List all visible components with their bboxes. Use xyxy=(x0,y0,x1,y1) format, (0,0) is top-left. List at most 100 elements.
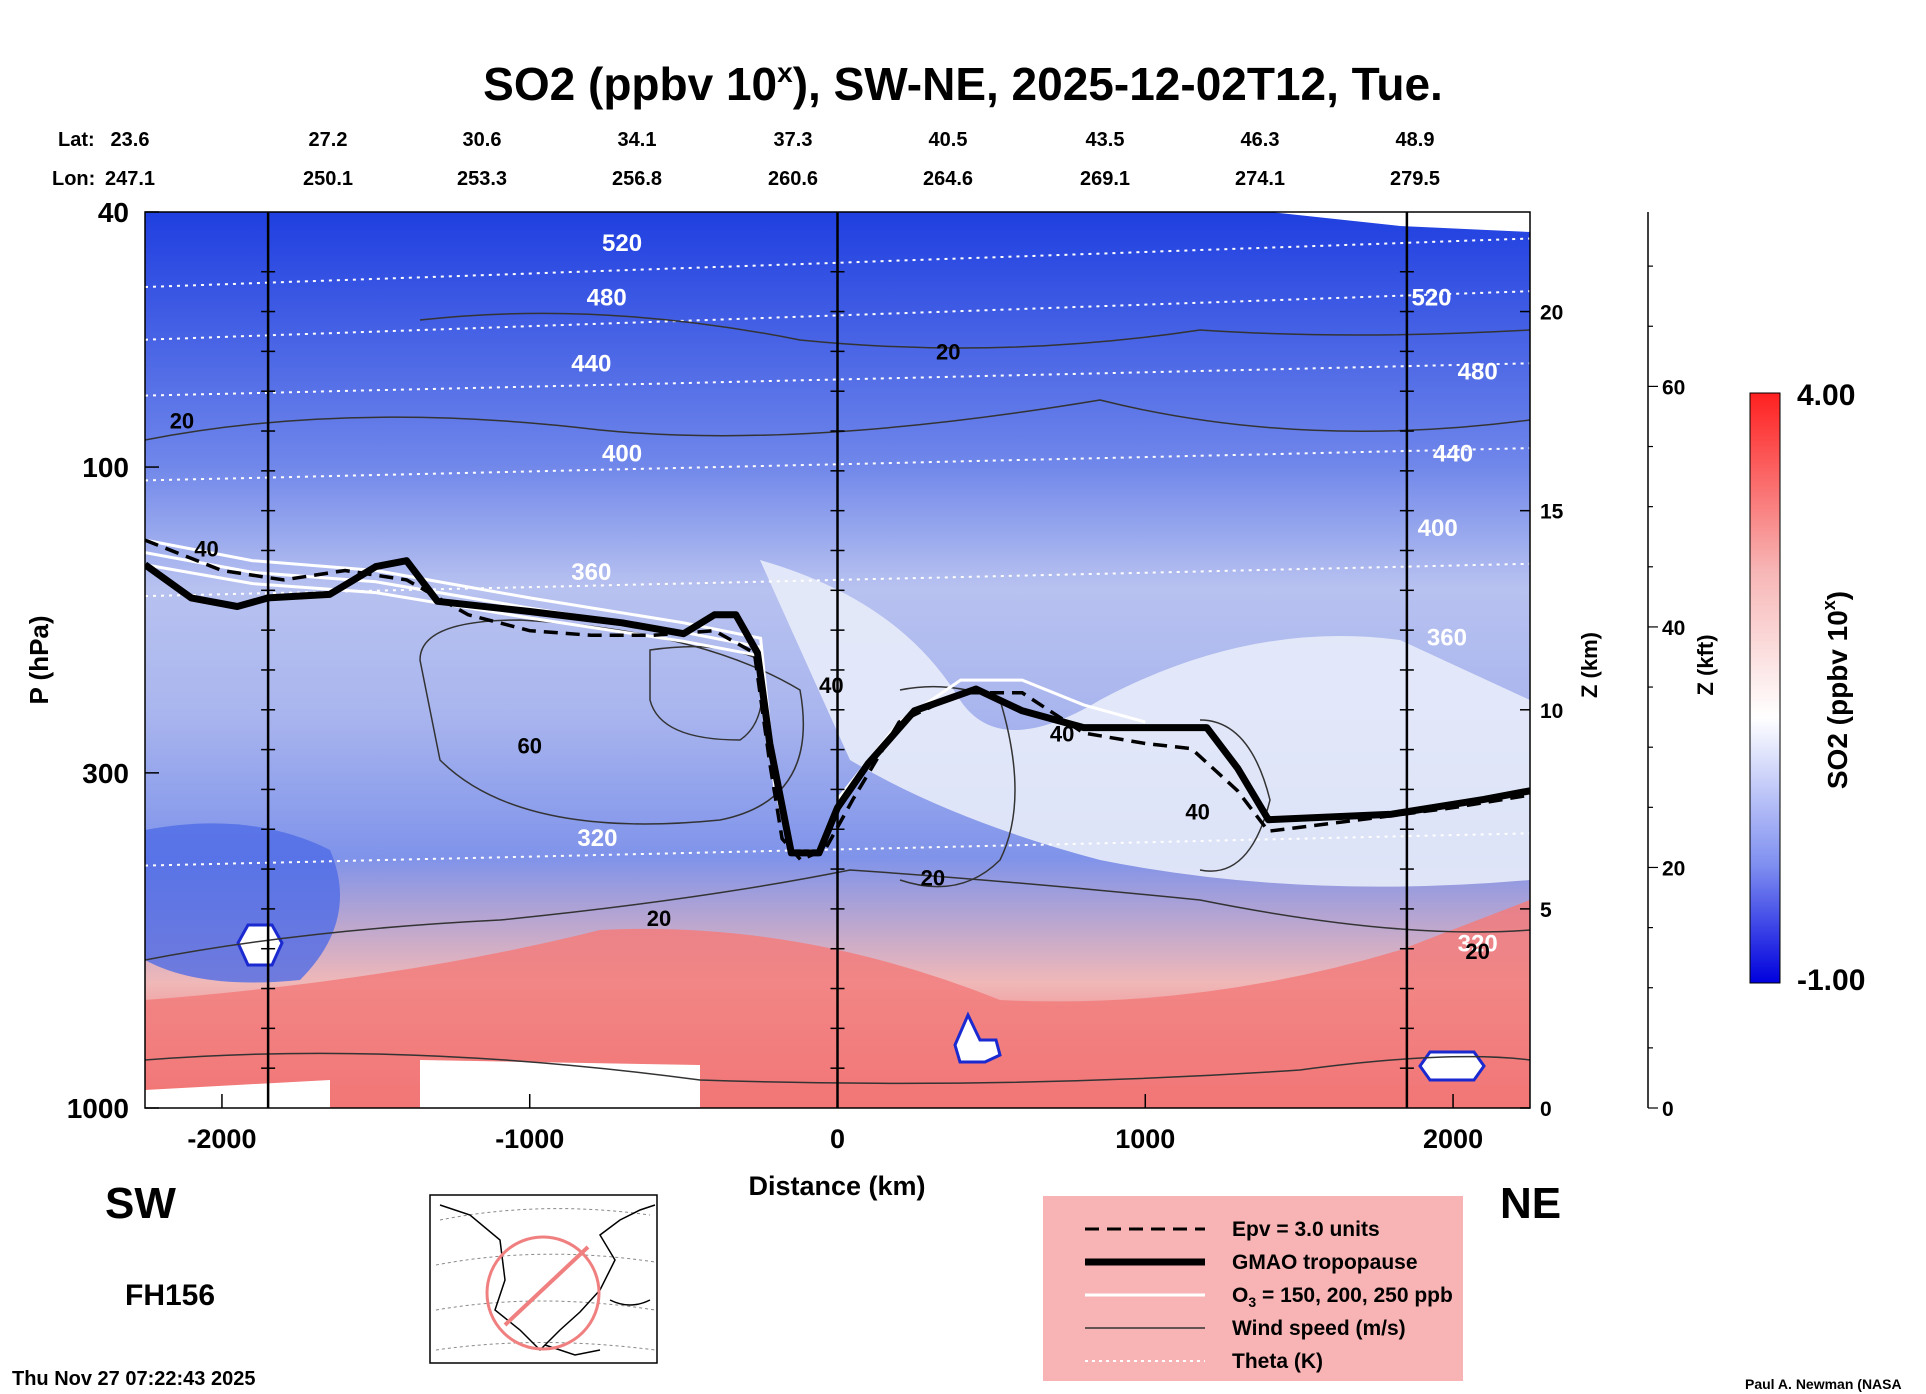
lon-label: 253.3 xyxy=(457,168,507,190)
theta-contour xyxy=(145,832,1530,867)
inset-map xyxy=(429,1194,658,1364)
lat-label: 37.3 xyxy=(774,129,813,151)
theta-label: 320 xyxy=(577,825,617,852)
blue-patch-left xyxy=(145,823,340,983)
wind-contour xyxy=(899,685,1016,888)
lat-label: 48.9 xyxy=(1396,129,1435,151)
lon-label: 279.5 xyxy=(1390,168,1440,190)
legend-tropopause-label: GMAO tropopause xyxy=(1232,1251,1418,1274)
z-km-tick-label: 20 xyxy=(1540,302,1563,325)
section-path xyxy=(503,1245,590,1327)
wind-contour xyxy=(145,869,1530,961)
run-timestamp: Thu Nov 27 07:22:43 2025 xyxy=(12,1368,255,1390)
gmao-tropopause-line xyxy=(145,557,1530,857)
theta-contour xyxy=(145,237,1530,288)
lon-label: 274.1 xyxy=(1235,168,1285,190)
legend: Epv = 3.0 units GMAO tropopause O3 = 150… xyxy=(1043,1196,1463,1381)
wind-contour xyxy=(145,399,1530,441)
theta-label: 480 xyxy=(1458,358,1498,385)
plot-area: 5204804404003603205204804404003603202040… xyxy=(144,211,1531,1109)
section-vertical-lines xyxy=(261,212,1414,1108)
z-kft-tick-label: 20 xyxy=(1662,857,1685,880)
legend-box xyxy=(1043,1196,1463,1381)
range-circle xyxy=(485,1235,601,1351)
graticule xyxy=(435,1208,656,1351)
theta-label: 440 xyxy=(1433,440,1473,467)
white-blob-3 xyxy=(1418,1050,1486,1082)
z-kft-tick-label: 0 xyxy=(1662,1098,1674,1121)
z-km-axis-label: Z (km) xyxy=(1577,632,1602,698)
lat-label: 40.5 xyxy=(929,129,968,151)
lon-label: 269.1 xyxy=(1080,168,1130,190)
tropopause-epv-ozone-lines xyxy=(145,538,1530,862)
lon-label: 250.1 xyxy=(303,168,353,190)
wind-label: 40 xyxy=(194,537,218,562)
wind-label: 40 xyxy=(1185,800,1209,825)
wind-label: 40 xyxy=(819,673,843,698)
colorbar: 4.00 -1.00 SO2 (ppbv 10x) xyxy=(1749,379,1865,997)
stratosphere-white-notch xyxy=(1270,212,1530,232)
theta-contour xyxy=(145,290,1530,341)
y-tick-label: 100 xyxy=(82,452,129,483)
y-axis: 40 100 300 1000 xyxy=(67,197,159,1124)
y-tick-label: 40 xyxy=(98,197,129,228)
theta-label: 320 xyxy=(1458,931,1498,958)
wind-contour xyxy=(419,619,805,825)
theta-label: 360 xyxy=(1427,625,1467,652)
x-tick-label: -1000 xyxy=(495,1124,564,1154)
y-tick-label: 1000 xyxy=(67,1093,129,1124)
theta-contours xyxy=(145,237,1530,867)
lat-label: 46.3 xyxy=(1241,129,1280,151)
theta-contour xyxy=(145,362,1530,397)
lat-label: 43.5 xyxy=(1086,129,1125,151)
wind-label: 20 xyxy=(921,866,945,891)
tropopause-fold-light-region xyxy=(760,560,1530,887)
wind-label: 40 xyxy=(1050,721,1074,746)
direction-ne: NE xyxy=(1500,1179,1561,1228)
wind-label: 20 xyxy=(936,340,960,365)
colorbar-title: SO2 (ppbv 10x) xyxy=(1819,591,1853,789)
colorbar-max-label: 4.00 xyxy=(1797,379,1855,412)
z-km-tick-label: 0 xyxy=(1540,1098,1552,1121)
lat-lon-labels: 23.6 27.2 30.6 34.1 37.3 40.5 43.5 46.3 48.9 247.… xyxy=(105,129,1440,190)
y-axis-label: P (hPa) xyxy=(24,615,54,704)
wind-label: 20 xyxy=(647,906,671,931)
chart-title: SO2 (ppbv 10x), SW-NE, 2025-12-02T12, Tu… xyxy=(483,57,1443,110)
z-kft-axis-label: Z (kft) xyxy=(1693,634,1718,695)
x-tick-label: -2000 xyxy=(187,1124,256,1154)
y-tick-label: 300 xyxy=(82,758,129,789)
z-kft-tick-label: 60 xyxy=(1662,376,1685,399)
wind-contour xyxy=(1199,719,1271,872)
wind-label: 20 xyxy=(1465,939,1489,964)
colorbar-min-label: -1.00 xyxy=(1797,964,1865,997)
lat-label: 23.6 xyxy=(111,129,150,151)
lat-label: 30.6 xyxy=(463,129,502,151)
z-km-tick-label: 5 xyxy=(1540,899,1552,922)
legend-wind-label: Wind speed (m/s) xyxy=(1232,1317,1406,1340)
theta-label: 480 xyxy=(587,285,627,312)
author-credit: Paul A. Newman (NASA xyxy=(1745,1376,1902,1392)
lon-label: 260.6 xyxy=(768,168,818,190)
lat-label: 34.1 xyxy=(618,129,657,151)
lon-label: 264.6 xyxy=(923,168,973,190)
x-axis-label: Distance (km) xyxy=(748,1171,925,1201)
forecast-hour: FH156 xyxy=(125,1279,215,1312)
theta-label: 400 xyxy=(602,440,642,467)
x-tick-label: 1000 xyxy=(1115,1124,1175,1154)
wind-label: 20 xyxy=(170,408,194,433)
theta-label: 520 xyxy=(1411,285,1451,312)
colorbar-ramp xyxy=(1749,392,1781,984)
lon-label: 247.1 xyxy=(105,168,155,190)
legend-ozone-label: O3 = 150, 200, 250 ppb xyxy=(1232,1284,1453,1310)
legend-theta-label: Theta (K) xyxy=(1232,1350,1323,1373)
lon-row-label: Lon: xyxy=(52,168,95,190)
inset-map-frame xyxy=(429,1194,658,1364)
theta-label: 520 xyxy=(602,230,642,257)
theta-contour xyxy=(145,447,1530,482)
legend-epv-label: Epv = 3.0 units xyxy=(1232,1218,1380,1241)
so2-field-features: 5204804404003603205204804404003603202040… xyxy=(145,212,1530,1108)
wind-label: 60 xyxy=(517,734,541,759)
theta-label: 440 xyxy=(571,351,611,378)
z-kft-axis: 0 20 40 60 xyxy=(1647,212,1685,1121)
